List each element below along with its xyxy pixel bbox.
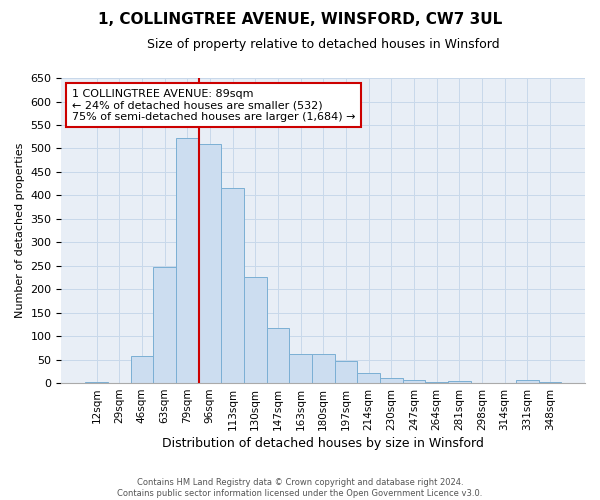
Bar bbox=[335, 361, 357, 383]
Bar bbox=[244, 278, 266, 383]
Bar bbox=[131, 356, 153, 383]
Text: 1, COLLINGTREE AVENUE, WINSFORD, CW7 3UL: 1, COLLINGTREE AVENUE, WINSFORD, CW7 3UL bbox=[98, 12, 502, 28]
Bar bbox=[380, 378, 403, 383]
Bar bbox=[221, 188, 244, 383]
Bar bbox=[425, 382, 448, 383]
Bar bbox=[85, 382, 108, 383]
Bar bbox=[199, 144, 221, 383]
Bar bbox=[403, 380, 425, 383]
Text: 1 COLLINGTREE AVENUE: 89sqm
← 24% of detached houses are smaller (532)
75% of se: 1 COLLINGTREE AVENUE: 89sqm ← 24% of det… bbox=[72, 88, 355, 122]
Bar bbox=[539, 382, 561, 383]
Text: Contains HM Land Registry data © Crown copyright and database right 2024.
Contai: Contains HM Land Registry data © Crown c… bbox=[118, 478, 482, 498]
Bar bbox=[516, 380, 539, 383]
Bar bbox=[448, 380, 470, 383]
Title: Size of property relative to detached houses in Winsford: Size of property relative to detached ho… bbox=[147, 38, 500, 51]
Bar bbox=[266, 328, 289, 383]
Bar bbox=[312, 354, 335, 383]
Bar bbox=[176, 138, 199, 383]
Bar bbox=[289, 354, 312, 383]
Bar bbox=[357, 372, 380, 383]
Bar bbox=[153, 266, 176, 383]
X-axis label: Distribution of detached houses by size in Winsford: Distribution of detached houses by size … bbox=[162, 437, 484, 450]
Y-axis label: Number of detached properties: Number of detached properties bbox=[15, 143, 25, 318]
